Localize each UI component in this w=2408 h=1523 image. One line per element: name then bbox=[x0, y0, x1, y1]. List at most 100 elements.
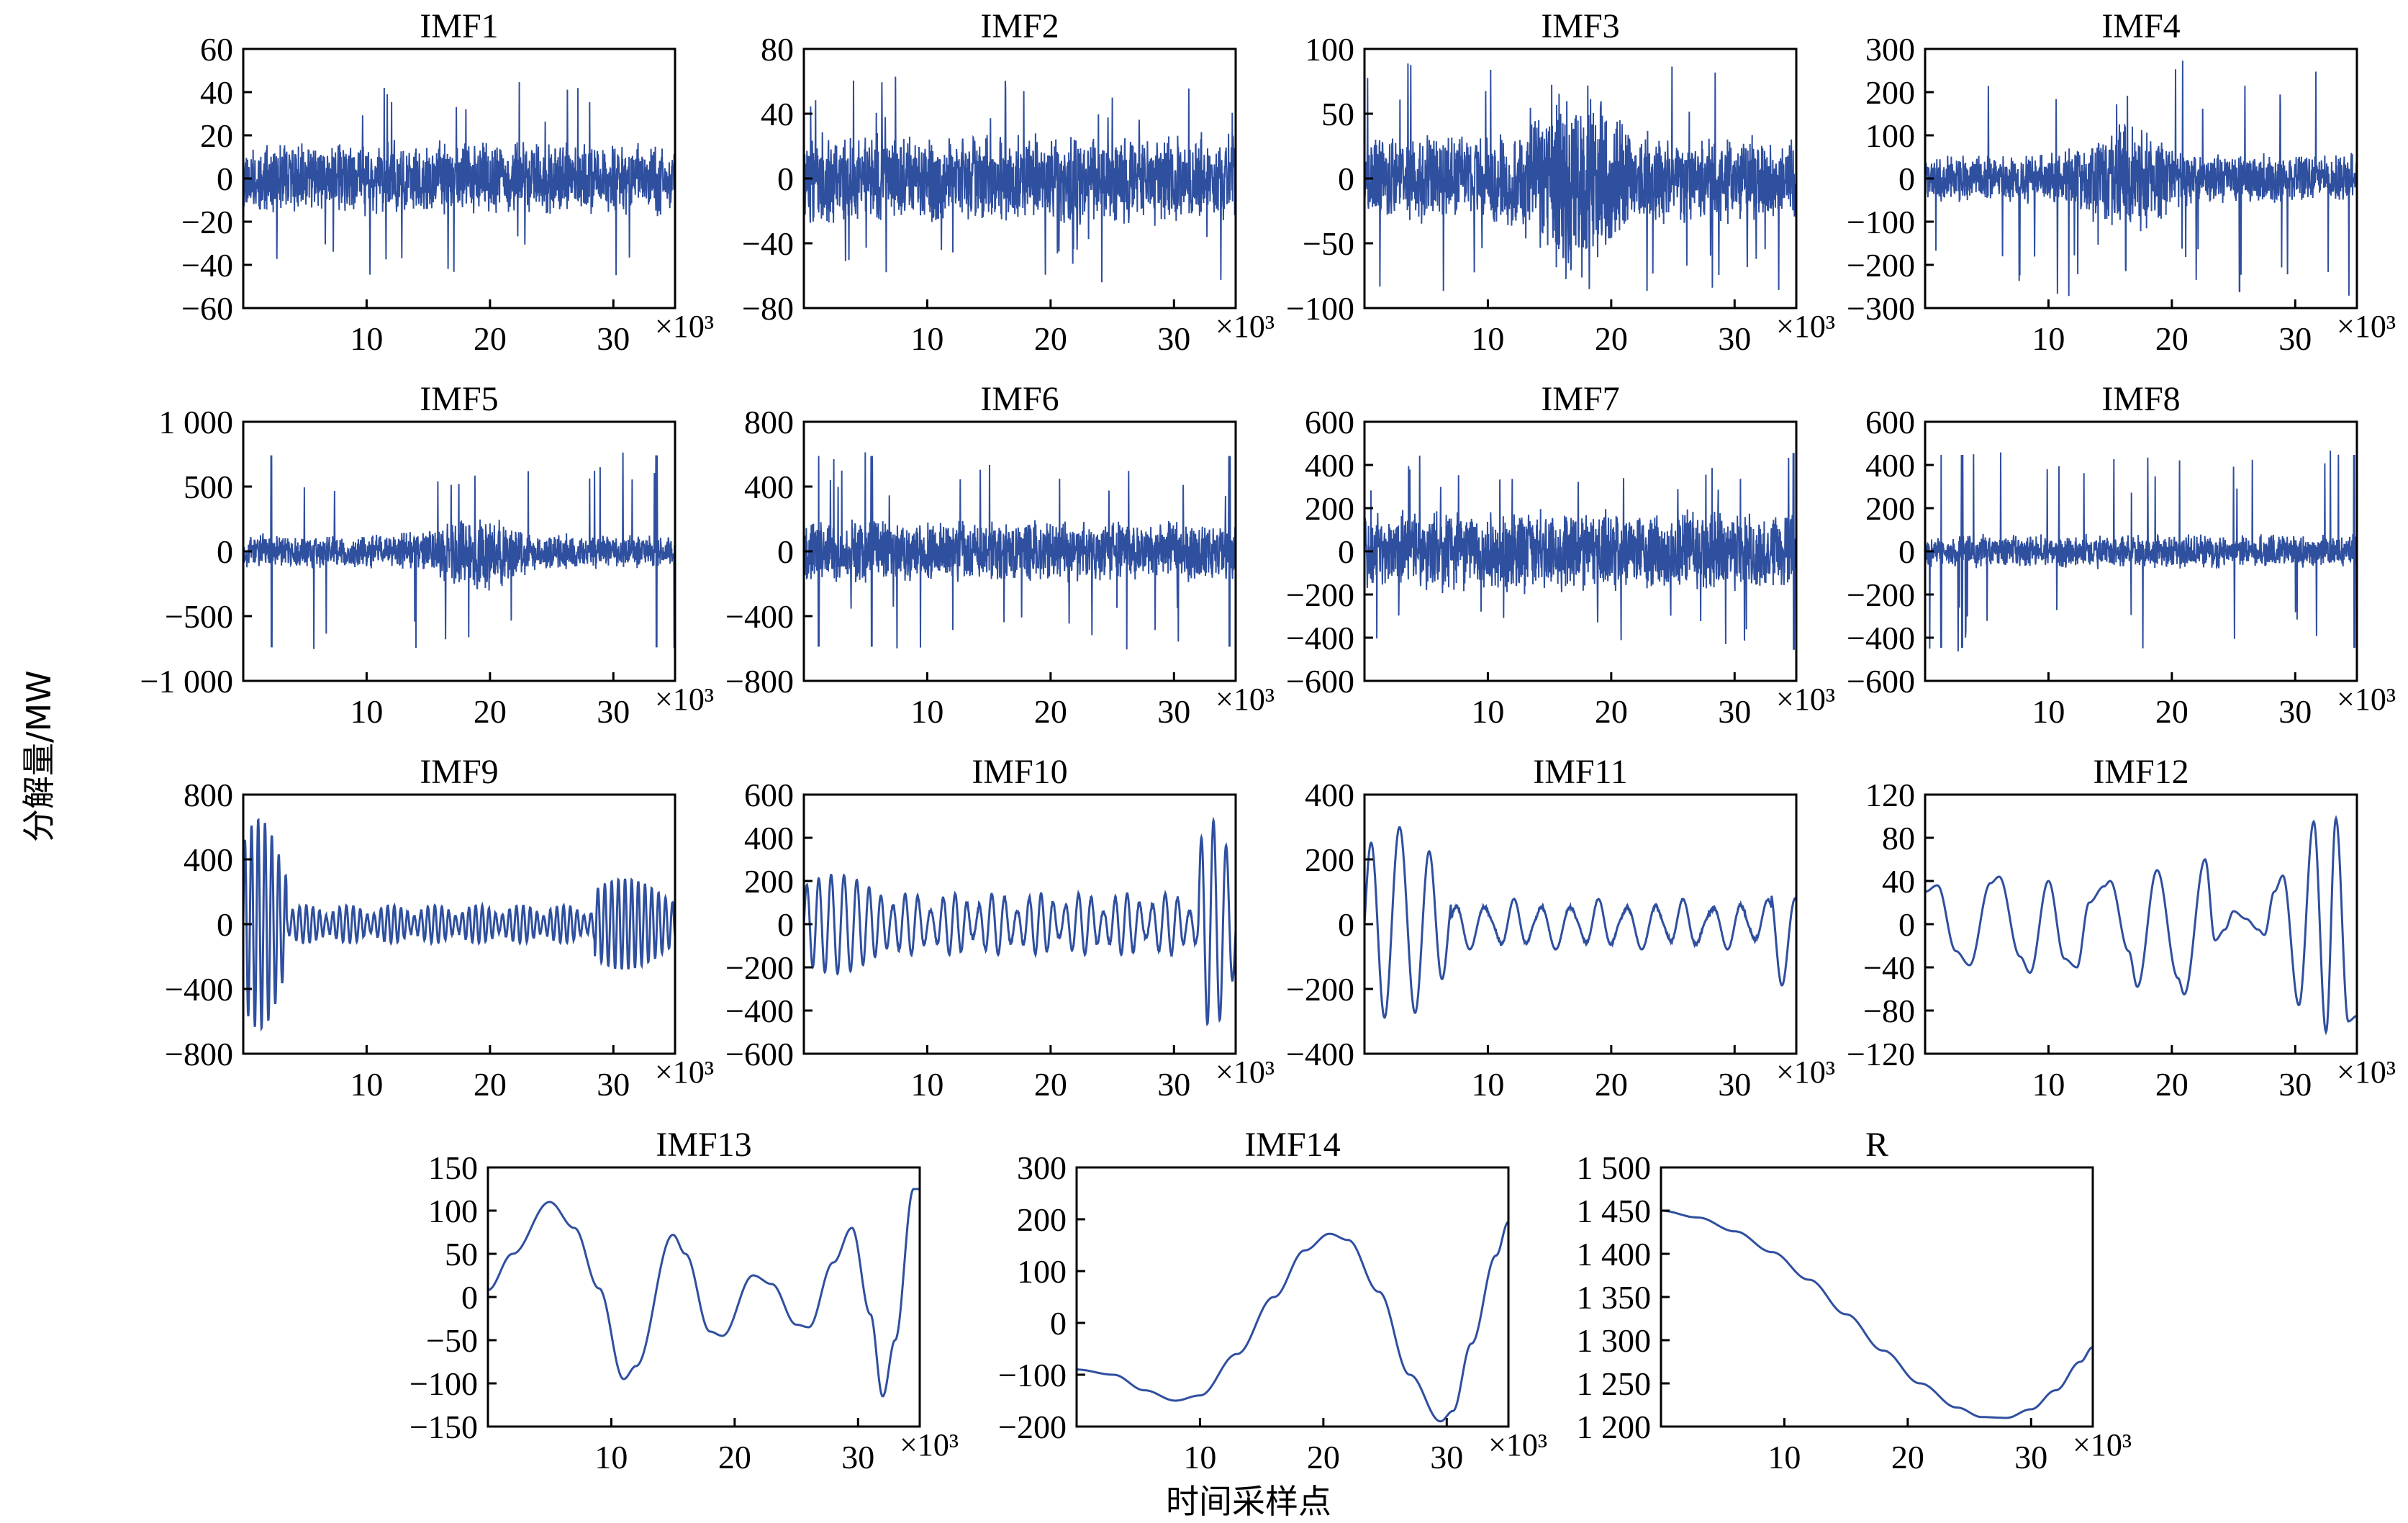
y-tick-label: 120 bbox=[1865, 777, 1915, 813]
series-line bbox=[243, 452, 675, 649]
y-tick-label: 100 bbox=[428, 1193, 478, 1229]
x-tick-label: 10 bbox=[1471, 320, 1504, 357]
x-multiplier: ×10³ bbox=[655, 682, 714, 717]
subplot-imf12: −120 −80 −40 0 40 80 120 10 20 30 ×10³ IMF12 bbox=[1847, 753, 2396, 1103]
subplot-title: IMF5 bbox=[420, 380, 498, 418]
subplot-title: IMF13 bbox=[656, 1126, 751, 1164]
y-tick-label: −20 bbox=[181, 204, 233, 240]
y-tick-label: 1 250 bbox=[1577, 1365, 1652, 1402]
y-tick-label: 50 bbox=[1321, 96, 1354, 132]
y-tick-label: 40 bbox=[200, 74, 233, 111]
x-multiplier: ×10³ bbox=[2073, 1427, 2132, 1463]
y-tick-label: −600 bbox=[1847, 663, 1915, 700]
subplot-imf4: −300 −200 −100 0 100 200 300 10 20 30 ×10³ IMF4 bbox=[1847, 7, 2396, 357]
y-tick-label: −600 bbox=[725, 1036, 794, 1072]
x-axis-label: 时间采样点 bbox=[1166, 1482, 1331, 1521]
y-tick-label: −60 bbox=[181, 290, 233, 327]
series-line bbox=[1661, 1209, 2093, 1419]
subplot-title: IMF11 bbox=[1533, 753, 1628, 791]
y-tick-label: 200 bbox=[1865, 490, 1915, 527]
x-tick-label: 20 bbox=[1595, 693, 1628, 730]
y-tick-label: −150 bbox=[409, 1409, 478, 1445]
y-tick-label: −1 000 bbox=[140, 663, 233, 700]
y-tick-label: 40 bbox=[1882, 863, 1915, 900]
x-tick-label: 30 bbox=[597, 693, 630, 730]
y-tick-label: 80 bbox=[761, 31, 794, 68]
y-tick-label: 0 bbox=[217, 906, 233, 943]
x-tick-label: 10 bbox=[1767, 1439, 1801, 1475]
series-line bbox=[243, 82, 675, 276]
axes-frame bbox=[1363, 793, 1798, 1055]
x-tick-label: 20 bbox=[474, 693, 507, 730]
x-tick-label: 30 bbox=[597, 1066, 630, 1103]
x-multiplier: ×10³ bbox=[655, 1054, 714, 1090]
y-tick-label: 0 bbox=[217, 161, 233, 197]
y-tick-label: 0 bbox=[217, 533, 233, 570]
x-tick-label: 30 bbox=[2278, 693, 2312, 730]
x-multiplier: ×10³ bbox=[2337, 682, 2396, 717]
axes-frame bbox=[1660, 1166, 2094, 1428]
y-tick-label: 1 350 bbox=[1577, 1279, 1652, 1316]
series-line bbox=[243, 818, 675, 1032]
subplot-title: R bbox=[1865, 1126, 1888, 1164]
y-tick-label: −400 bbox=[165, 971, 233, 1008]
subplot-title: IMF14 bbox=[1244, 1126, 1340, 1164]
y-tick-label: −400 bbox=[725, 993, 794, 1029]
x-tick-label: 10 bbox=[1471, 1066, 1504, 1103]
y-tick-label: 400 bbox=[1305, 447, 1354, 484]
subplot-title: IMF7 bbox=[1541, 380, 1619, 418]
y-tick-label: 0 bbox=[1338, 906, 1354, 943]
series-line bbox=[1364, 826, 1796, 1019]
y-tick-label: 0 bbox=[1898, 533, 1915, 570]
x-tick-label: 20 bbox=[1595, 1066, 1628, 1103]
x-tick-label: 10 bbox=[910, 693, 943, 730]
y-tick-label: −200 bbox=[1847, 577, 1915, 613]
x-multiplier: ×10³ bbox=[1216, 309, 1275, 344]
y-tick-label: 300 bbox=[1865, 31, 1915, 68]
x-multiplier: ×10³ bbox=[1488, 1427, 1547, 1463]
x-tick-label: 10 bbox=[350, 1066, 383, 1103]
x-tick-label: 20 bbox=[718, 1439, 751, 1475]
x-tick-label: 30 bbox=[1718, 320, 1751, 357]
x-tick-label: 30 bbox=[597, 320, 630, 357]
axes-frame bbox=[486, 1166, 921, 1428]
subplot-imf8: −600 −400 −200 0 200 400 600 10 20 30 ×10³ IMF8 bbox=[1847, 380, 2396, 730]
y-tick-label: −600 bbox=[1286, 663, 1354, 700]
y-tick-label: −200 bbox=[1286, 577, 1354, 613]
y-tick-label: −200 bbox=[1286, 971, 1354, 1008]
x-multiplier: ×10³ bbox=[1776, 309, 1835, 344]
y-tick-label: 500 bbox=[184, 469, 233, 505]
y-tick-label: 0 bbox=[1898, 906, 1915, 943]
y-tick-label: 200 bbox=[1305, 490, 1354, 527]
x-tick-label: 10 bbox=[2032, 693, 2065, 730]
y-tick-label: 80 bbox=[1882, 820, 1915, 857]
y-tick-label: 600 bbox=[1865, 404, 1915, 440]
axes-frame bbox=[1924, 793, 2358, 1055]
y-tick-label: 1 300 bbox=[1577, 1322, 1652, 1359]
subplot-title: IMF10 bbox=[972, 753, 1067, 791]
x-tick-label: 10 bbox=[910, 320, 943, 357]
y-tick-label: 0 bbox=[1050, 1305, 1067, 1342]
y-tick-label: −100 bbox=[998, 1357, 1067, 1393]
y-tick-label: −50 bbox=[426, 1322, 478, 1359]
y-tick-label: −300 bbox=[1847, 290, 1915, 327]
x-multiplier: ×10³ bbox=[1216, 682, 1275, 717]
x-tick-label: 30 bbox=[2278, 1066, 2312, 1103]
x-tick-label: 20 bbox=[2155, 320, 2189, 357]
x-tick-label: 30 bbox=[1718, 1066, 1751, 1103]
y-tick-label: 600 bbox=[1305, 404, 1354, 440]
x-tick-label: 20 bbox=[1034, 693, 1067, 730]
subplot-title: IMF9 bbox=[420, 753, 498, 791]
subplot-imf14: −200 −100 0 100 200 300 10 20 30 ×10³ IMF14 bbox=[998, 1126, 1547, 1475]
series-line bbox=[804, 816, 1236, 1027]
y-tick-label: −800 bbox=[165, 1036, 233, 1072]
series-line bbox=[1925, 60, 2357, 297]
subplot-title: IMF6 bbox=[980, 380, 1059, 418]
x-tick-label: 30 bbox=[2014, 1439, 2047, 1475]
subplot-imf6: −800 −400 0 400 800 10 20 30 ×10³ IMF6 bbox=[725, 380, 1275, 730]
x-tick-label: 30 bbox=[841, 1439, 874, 1475]
y-tick-label: −50 bbox=[1303, 225, 1354, 262]
y-tick-label: −40 bbox=[181, 247, 233, 284]
x-tick-label: 20 bbox=[1891, 1439, 1924, 1475]
